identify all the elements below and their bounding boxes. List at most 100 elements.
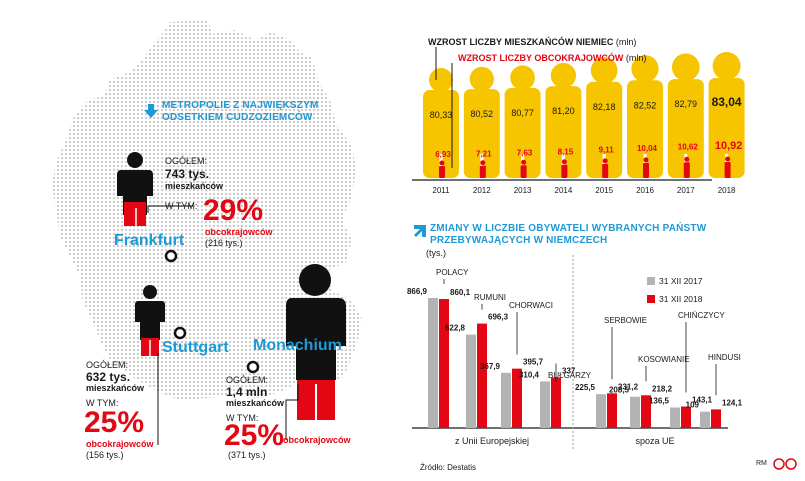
frankfurt-count: (216 tys.) <box>205 238 243 248</box>
source-note: Źródło: Destatis <box>420 463 477 472</box>
category-label-CHORWACI: CHORWACI <box>509 301 553 310</box>
year-label-2018: 2018 <box>718 186 736 195</box>
frankfurt-total-label: OGÓŁEM: <box>165 156 208 166</box>
category-label-BUŁGARZY: BUŁGARZY <box>548 371 592 380</box>
bar-KOSOWIANIE-1 <box>641 395 651 428</box>
bar-label-SERBOWIE-0: 225,5 <box>575 383 596 392</box>
foreigner-figure-2017 <box>683 156 690 178</box>
credit-text: RM <box>756 460 767 467</box>
bar-label-CHIŃCZYCY-0: 136,5 <box>649 397 670 406</box>
year-label-2014: 2014 <box>555 186 573 195</box>
category-label-CHIŃCZYCY: CHIŃCZYCY <box>678 311 725 320</box>
bar-BUŁGARZY-0 <box>540 381 550 428</box>
chart1-subtitle-unit: (mln) <box>625 53 647 63</box>
population-figure-2011 <box>423 68 459 178</box>
bar-HINDUSI-1 <box>711 409 721 428</box>
nationalities-chart: 866,9 860,1 POLACY 622,8 696,3 RUMUNI 367,9 395… <box>407 255 743 450</box>
chart1-title-unit: (mln) <box>615 37 637 47</box>
monachium-of-which: W TYM: <box>226 413 259 423</box>
group-label-non-eu: spoza UE <box>635 436 674 446</box>
frankfurt-total-value: 743 tys. <box>165 167 210 181</box>
monachium-marker <box>246 360 260 374</box>
headline-arrow-icon <box>144 104 158 118</box>
foreigner-value-2015: 9,11 <box>599 146 615 155</box>
bar-POLACY-0 <box>428 298 438 428</box>
left-headline: METROPOLIE Z NAJWIĘKSZYM ODSETKIEM CUDZO… <box>162 100 319 123</box>
foreigner-value-2014: 8,15 <box>558 148 574 157</box>
category-label-KOSOWIANIE: KOSOWIANIE <box>638 355 690 364</box>
chart2-legend: 31 XII 2017 31 XII 2018 <box>647 276 702 304</box>
group-label-eu: z Unii Europejskiej <box>455 436 529 446</box>
population-figure-2017 <box>667 53 704 178</box>
population-figure-2012 <box>463 66 500 178</box>
foreigner-value-2016: 10,04 <box>637 144 658 153</box>
legend-item-2018: 31 XII 2018 <box>647 294 702 304</box>
legend-swatch-2017 <box>647 277 655 285</box>
population-value-2018: 83,04 <box>712 95 742 109</box>
legend-label-2017: 31 XII 2017 <box>659 276 703 286</box>
stuttgart-pct-label: obcokrajowców <box>86 439 154 449</box>
bar-SERBOWIE-0 <box>596 394 606 428</box>
population-figure-2014 <box>545 62 582 178</box>
foreigner-figure-2013 <box>520 159 527 178</box>
bar-CHIŃCZYCY-1 <box>681 406 691 428</box>
chart1-subtitle-text: WZROST LICZBY OBCOKRAJOWCÓW <box>458 53 624 63</box>
chart1-subtitle: WZROST LICZBY OBCOKRAJOWCÓW (mln) <box>458 53 646 63</box>
monachium-name: Monachium <box>253 337 342 354</box>
bar-POLACY-1 <box>439 299 449 428</box>
bar-KOSOWIANIE-0 <box>630 396 640 428</box>
frankfurt-person-icon <box>117 152 153 226</box>
bar-label-CHORWACI-1: 395,7 <box>523 358 544 367</box>
foreigner-figure-2016 <box>643 157 649 178</box>
category-label-RUMUNI: RUMUNI <box>474 293 506 302</box>
legend-label-2018: 31 XII 2018 <box>659 294 703 304</box>
bar-CHIŃCZYCY-0 <box>670 407 680 428</box>
population-chart: 80,33 6,93 2011 80,52 7,21 2012 80,77 7,63 2013 8… <box>412 47 745 195</box>
bar-label-CHORWACI-0: 367,9 <box>480 362 501 371</box>
category-label-POLACY: POLACY <box>436 268 469 277</box>
bar-label-CHIŃCZYCY-1: 143,1 <box>692 396 713 405</box>
monachium-total-unit: mieszkańców <box>226 398 285 408</box>
stuttgart-pct: 25% <box>84 406 145 439</box>
bar-RUMUNI-0 <box>466 334 476 428</box>
population-value-2016: 82,52 <box>634 100 657 110</box>
stuttgart-name: Stuttgart <box>162 339 229 356</box>
population-value-2012: 80,52 <box>471 109 494 119</box>
foreigner-figure-2014 <box>561 159 568 178</box>
population-value-2013: 80,77 <box>511 108 534 118</box>
stuttgart-count: (156 tys.) <box>86 450 124 460</box>
monachium-pct: 25% <box>224 419 285 452</box>
bar-BUŁGARZY-1 <box>551 377 561 428</box>
stuttgart-total-value: 632 tys. <box>86 370 131 384</box>
foreigner-value-2013: 7,63 <box>517 149 533 158</box>
frankfurt-pct-label: obcokrajowców <box>205 227 273 237</box>
frankfurt-marker <box>164 249 178 263</box>
germany-map <box>52 20 362 400</box>
monachium-total-label: OGÓŁEM: <box>226 375 269 385</box>
bar-CHORWACI-0 <box>501 372 511 428</box>
bar-label-POLACY-0: 866,9 <box>407 287 428 296</box>
bar-HINDUSI-0 <box>700 411 710 428</box>
monachium-person-icon <box>286 264 346 420</box>
bar-CHORWACI-1 <box>512 368 522 428</box>
population-figure-2013 <box>504 65 541 178</box>
stuttgart-person-icon <box>135 285 165 356</box>
foreigner-figure-2018 <box>724 156 731 178</box>
population-figure-2015 <box>586 57 623 178</box>
legend-swatch-2018 <box>647 295 655 303</box>
bar-label-HINDUSI-1: 124,1 <box>722 398 743 407</box>
year-label-2017: 2017 <box>677 186 695 195</box>
bar-label-RUMUNI-1: 696,3 <box>488 313 509 322</box>
bar-label-BUŁGARZY-0: 310,4 <box>519 370 540 379</box>
frankfurt-of-which: W TYM: <box>165 201 198 211</box>
monachium-count: (371 tys.) <box>228 450 266 460</box>
stuttgart-total-label: OGÓŁEM: <box>86 360 129 370</box>
bar-RUMUNI-1 <box>477 323 487 428</box>
monachium-pct-label: obcokrajowców <box>283 435 351 445</box>
bar-label-HINDUSI-0: 109 <box>686 401 700 410</box>
year-label-2016: 2016 <box>636 186 654 195</box>
population-figure-2018 <box>708 52 745 178</box>
frankfurt-pct: 29% <box>203 194 264 227</box>
stuttgart-marker <box>173 326 187 340</box>
